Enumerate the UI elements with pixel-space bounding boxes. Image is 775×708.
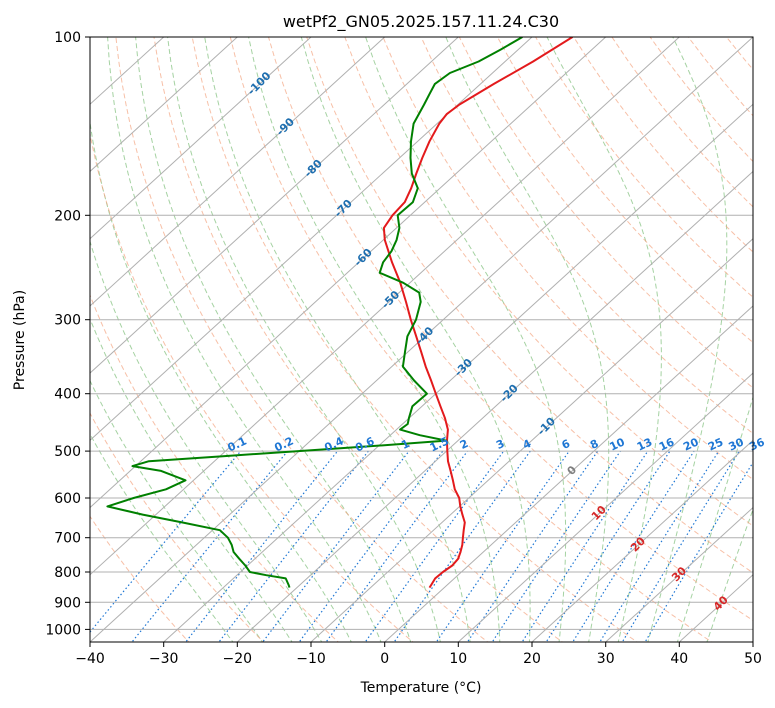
x-tick-label: −40: [75, 651, 105, 667]
mixing-ratio-label: 13: [635, 435, 654, 453]
y-tick-label: 100: [54, 30, 81, 46]
y-tick-label: 500: [54, 444, 81, 460]
x-tick-label: 50: [744, 651, 762, 667]
y-axis-label: Pressure (hPa): [12, 290, 28, 390]
y-tick-label: 200: [54, 208, 81, 224]
x-tick-label: −30: [149, 651, 179, 667]
dry-adiabat: [344, 37, 753, 527]
x-axis-ticks: −40 −30 −20 −10 0 10 20 30 40 50: [75, 642, 762, 667]
isotherm-line: [90, 37, 533, 442]
plot-area: [90, 37, 753, 642]
mixing-ratio-label: 36: [747, 435, 767, 453]
mixing-ratio-line: [393, 450, 531, 642]
isotherm-line: [90, 37, 753, 642]
plot-frame: [89, 36, 754, 643]
y-tick-label: 300: [54, 313, 81, 329]
mixing-ratio-line: [435, 450, 570, 642]
y-tick-label: 400: [54, 387, 81, 403]
isotherm-line: [457, 372, 753, 642]
mixing-ratio-line: [491, 450, 621, 642]
isotherm-line: [90, 37, 607, 509]
mixing-ratio-label: 30: [727, 435, 747, 453]
x-tick-label: 30: [597, 651, 615, 667]
isotherm-line: [90, 37, 680, 576]
y-tick-label: 900: [54, 595, 81, 611]
dry-adiabat: [90, 131, 414, 642]
mixing-ratio-label: 25: [706, 435, 725, 453]
dry-adiabat: [382, 37, 753, 481]
x-tick-label: −10: [296, 651, 326, 667]
y-tick-label: 1000: [45, 622, 81, 638]
y-tick-label: 800: [54, 565, 81, 581]
isotherm-line: [163, 103, 753, 642]
x-axis-label: Temperature (°C): [360, 680, 482, 696]
dewpoint-line: [106, 37, 523, 588]
profile-lines: [106, 37, 574, 589]
mixing-ratio-line: [572, 450, 695, 642]
x-tick-label: −20: [223, 651, 253, 667]
dry-adiabat: [306, 37, 753, 574]
y-axis-ticks: 100 200 300 400 500 600 700 800 900 1000: [45, 30, 90, 638]
mixing-ratio-line: [521, 450, 649, 642]
dry-adiabat: [191, 37, 638, 642]
isotherm-line: [90, 37, 459, 374]
isotherm-line: [384, 305, 753, 642]
mixing-ratio-label: 16: [657, 435, 677, 453]
y-tick-label: 700: [54, 531, 81, 547]
isotherm-line: [310, 237, 753, 642]
isotherm-line: [605, 506, 753, 642]
chart-title: wetPf2_GN05.2025.157.11.24.C30: [283, 12, 559, 32]
mixing-ratio-line: [218, 450, 369, 642]
x-tick-label: 0: [380, 651, 389, 667]
moist-adiabat: [90, 119, 352, 642]
dry-adiabat: [458, 37, 753, 389]
mixing-ratio-line: [545, 450, 671, 642]
isotherm-line: [531, 439, 753, 642]
mixing-ratio-line: [325, 450, 468, 642]
isotherm-line: [236, 170, 753, 642]
x-tick-label: 20: [523, 651, 541, 667]
isotherm-line: [90, 37, 386, 307]
temperature-line: [382, 37, 574, 589]
isotherm-line: [90, 37, 238, 173]
x-tick-label: 10: [449, 651, 467, 667]
mixing-ratio-label: 20: [681, 435, 701, 453]
isotherm-grid: [90, 37, 753, 642]
mixing-ratio-label: 10: [608, 435, 628, 453]
isotherm-line: [90, 37, 312, 240]
y-tick-label: 600: [54, 491, 81, 507]
pressure-grid: [90, 37, 753, 630]
mixing-ratio-line: [599, 450, 720, 642]
dry-adiabat: [535, 37, 753, 298]
x-tick-label: 40: [670, 651, 688, 667]
